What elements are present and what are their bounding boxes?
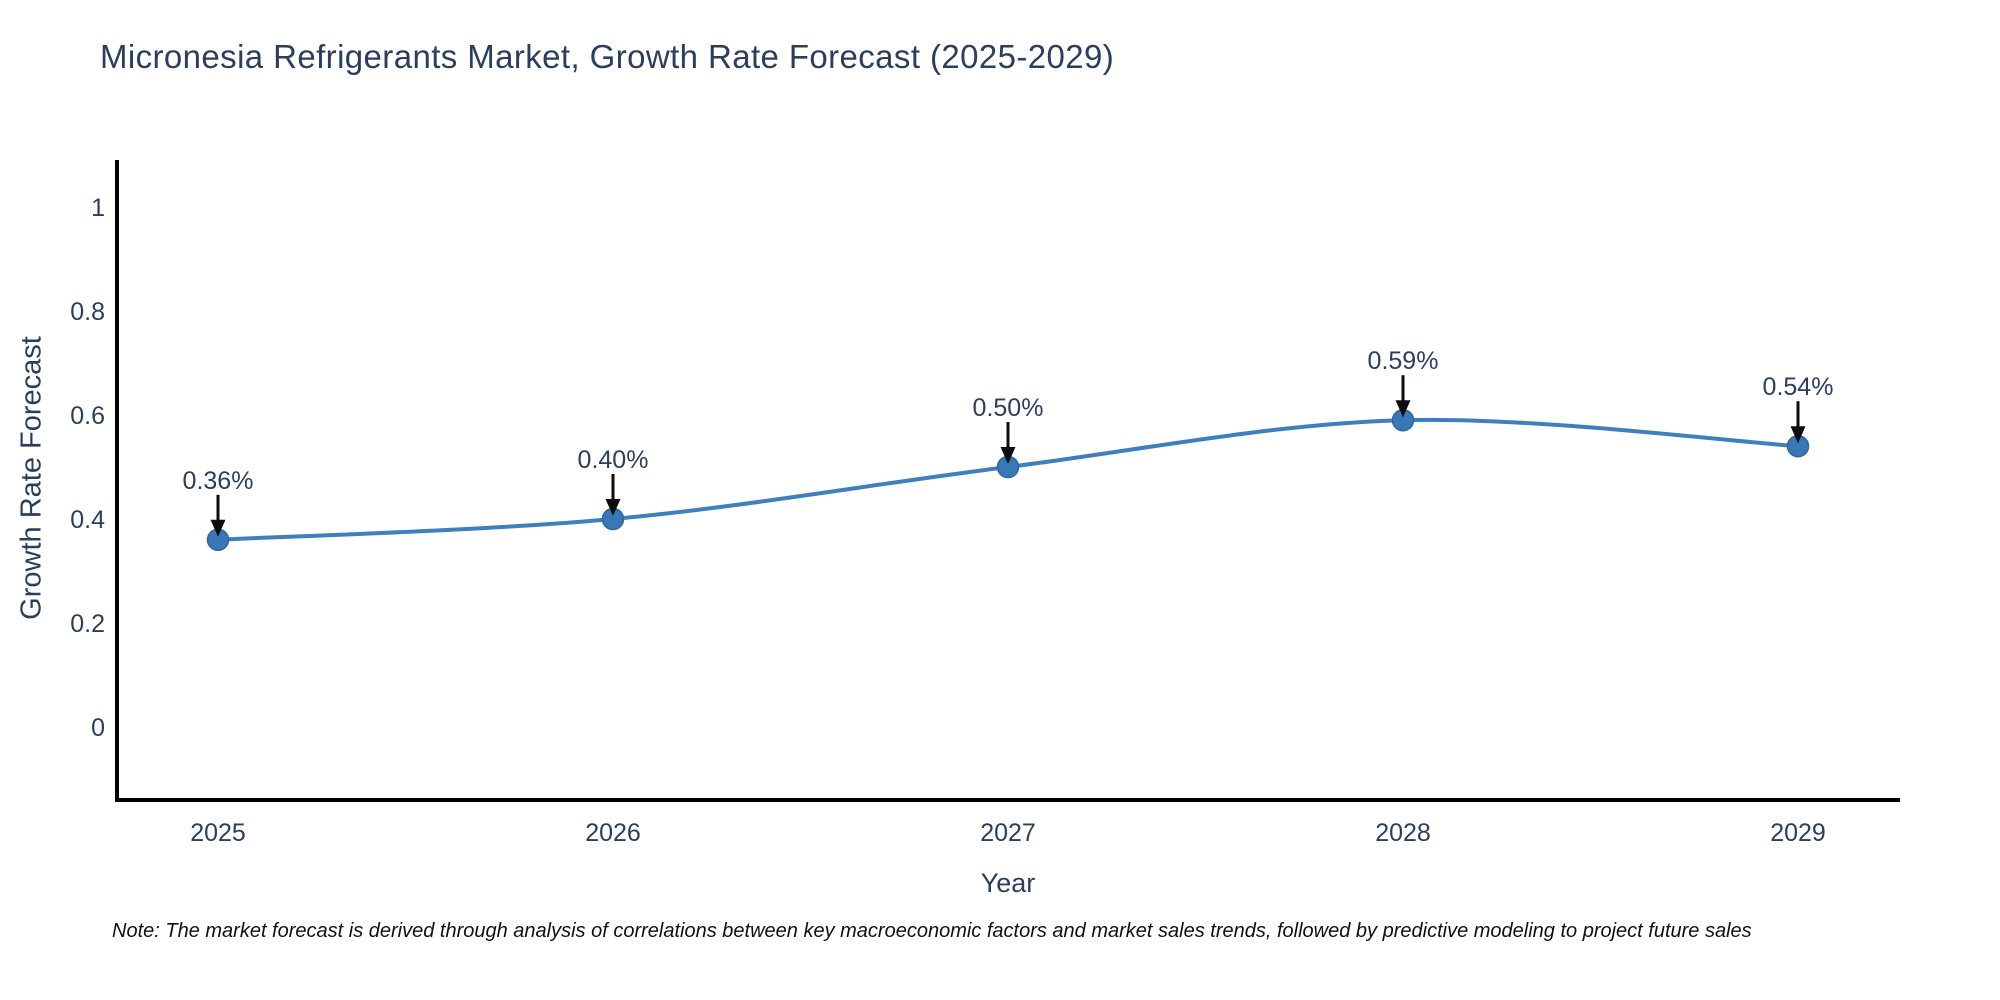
data-point-label: 0.36% [183,467,254,495]
data-point-label: 0.59% [1368,347,1439,375]
annotation-arrowhead-icon [1395,400,1411,418]
y-tick-label: 0.8 [70,298,105,326]
x-tick-label: 2025 [190,819,246,847]
y-tick-label: 0.2 [70,610,105,638]
data-point-label: 0.50% [973,394,1044,422]
x-tick-label: 2028 [1375,819,1431,847]
y-tick-label: 1 [91,194,105,222]
y-tick-label: 0.6 [70,402,105,430]
data-point-label: 0.40% [578,446,649,474]
annotation-arrowhead-icon [605,499,621,516]
data-point-label: 0.54% [1763,373,1834,401]
x-tick-label: 2026 [585,819,641,847]
footnote: Note: The market forecast is derived thr… [112,920,1752,942]
x-tick-label: 2029 [1770,819,1826,847]
x-axis-title: Year [980,868,1036,898]
x-tick-label: 2027 [980,819,1036,847]
annotation-arrowhead-icon [1000,447,1016,464]
annotation-arrowhead-icon [1790,426,1806,444]
annotation-arrowhead-icon [210,519,226,537]
y-tick-label: 0 [91,714,105,742]
chart-title: Micronesia Refrigerants Market, Growth R… [100,38,1115,75]
y-tick-label: 0.4 [70,506,105,534]
